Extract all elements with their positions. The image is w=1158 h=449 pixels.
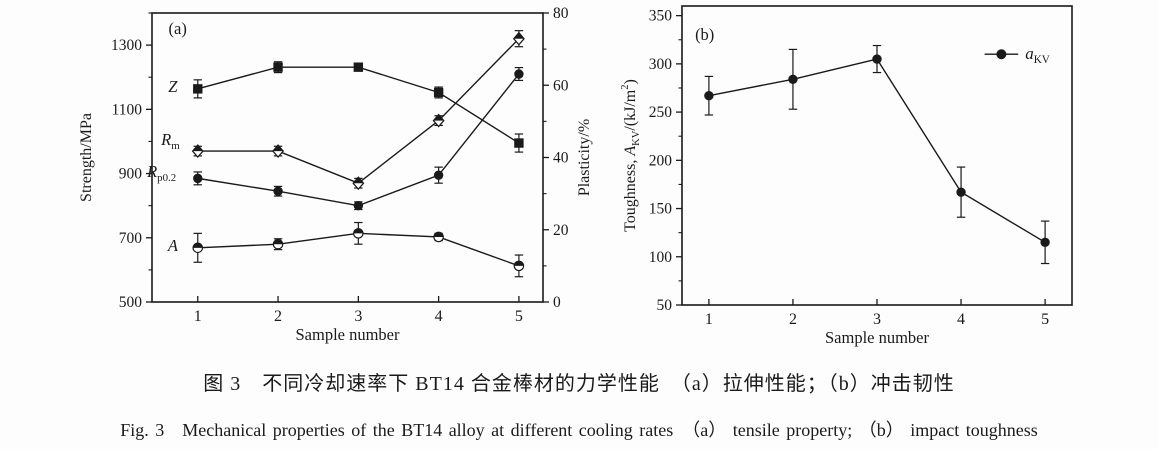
caption-english: Fig. 3 Mechanical properties of the BT14… (120, 420, 1038, 440)
svg-text:5: 5 (1041, 311, 1049, 328)
svg-text:Plasticity/%: Plasticity/% (576, 119, 593, 196)
plot-frame (151, 12, 544, 303)
svg-text:Sample number: Sample number (825, 328, 930, 347)
svg-text:1100: 1100 (112, 101, 143, 118)
caption-chinese: 图 3 不同冷却速率下 BT14 合金棒材的力学性能 （a）拉伸性能；（b）冲击… (203, 373, 955, 395)
svg-text:Sample number: Sample number (295, 325, 400, 344)
x-axis: 1 2 3 4 5 Sample number (705, 299, 1049, 347)
svg-text:80: 80 (553, 5, 569, 22)
svg-text:0: 0 (553, 294, 561, 311)
svg-text:20: 20 (553, 222, 569, 239)
series-Rp0.2 (193, 66, 524, 211)
svg-text:700: 700 (119, 230, 143, 247)
svg-text:300: 300 (649, 56, 673, 73)
svg-text:2: 2 (789, 311, 797, 328)
svg-text:60: 60 (553, 77, 569, 94)
svg-text:4: 4 (957, 311, 965, 328)
svg-text:3: 3 (873, 311, 881, 328)
svg-text:1300: 1300 (111, 37, 142, 54)
svg-text:Toughness, AKV/(kJ/m2): Toughness, AKV/(kJ/m2) (620, 79, 642, 232)
series-aKV (704, 44, 1050, 265)
svg-text:40: 40 (553, 150, 569, 167)
svg-text:(a): (a) (169, 19, 187, 38)
svg-text:250: 250 (649, 104, 673, 121)
svg-text:200: 200 (649, 152, 673, 169)
svg-text:350: 350 (649, 8, 673, 25)
svg-text:Strength/MPa: Strength/MPa (78, 113, 95, 202)
svg-text:4: 4 (435, 308, 443, 325)
svg-text:A: A (167, 236, 179, 255)
svg-text:(b): (b) (695, 25, 714, 44)
series-Z (193, 61, 524, 153)
svg-text:900: 900 (119, 166, 143, 183)
right-axis: 0 20 40 60 80 Plasticity/% (543, 5, 593, 311)
left-axis: 500 700 900 1100 1300 Strength/MPa (78, 12, 152, 311)
svg-text:Rm: Rm (160, 130, 180, 152)
legend: aKV (984, 44, 1050, 66)
svg-text:500: 500 (119, 294, 143, 311)
series-A (192, 221, 525, 278)
svg-text:Z: Z (168, 77, 178, 96)
svg-text:3: 3 (354, 308, 362, 325)
x-axis: 1 2 3 4 5 Sample number (194, 296, 523, 344)
svg-text:aKV: aKV (1025, 44, 1050, 66)
svg-text:5: 5 (515, 308, 523, 325)
svg-text:2: 2 (274, 308, 282, 325)
svg-text:1: 1 (705, 311, 713, 328)
svg-text:1: 1 (194, 308, 202, 325)
chart-b-impact-toughness: 50 100 150 200 250 300 350 Toughness, AKV/(kJ/m… (620, 5, 1073, 347)
svg-text:50: 50 (657, 297, 673, 314)
series-Rm (191, 30, 525, 191)
chart-a-tensile-properties: 500 700 900 1100 1300 Strength/MPa 0 20 40 60 80 Pl… (78, 5, 593, 344)
left-axis: 50 100 150 200 250 300 350 Toughness, AKV/(kJ/m… (620, 8, 682, 314)
svg-text:150: 150 (649, 201, 673, 218)
svg-text:100: 100 (649, 249, 673, 266)
svg-text:Rp0.2: Rp0.2 (146, 162, 176, 184)
